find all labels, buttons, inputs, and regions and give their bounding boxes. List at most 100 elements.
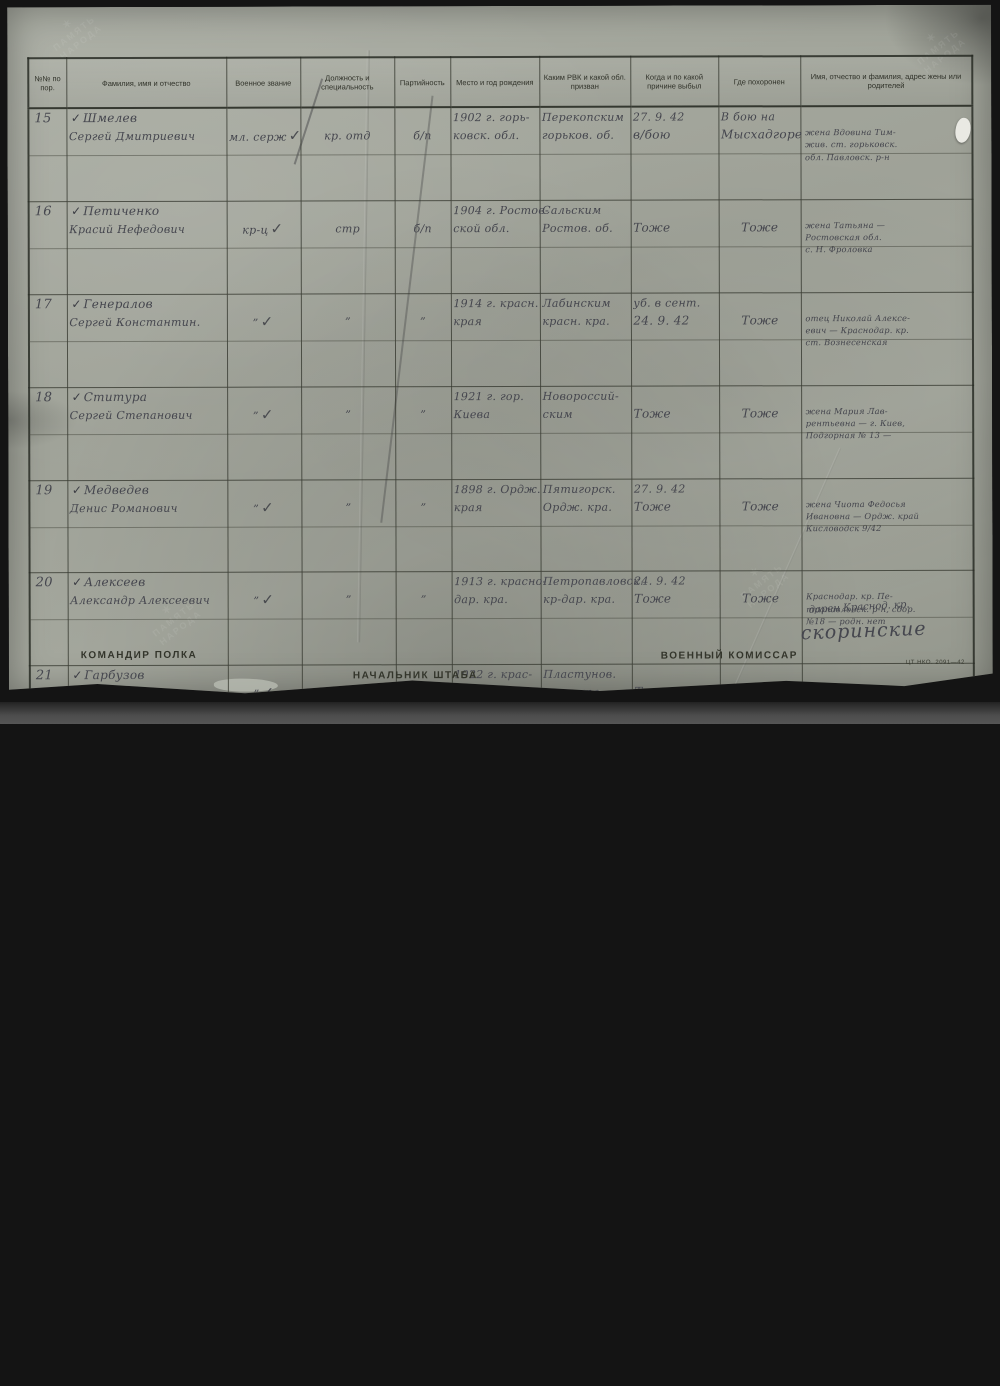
table-row: 25 ✓ Остригцев Семен Алексеевич ” ✓ ” ” 19… xyxy=(31,1011,975,1106)
family-address-text: Тоже Бжанским р-н, с. Бастедус — xyxy=(807,938,885,974)
cell-loss: Тоже xyxy=(633,1290,721,1384)
checkmark-icon: ✓ xyxy=(261,857,275,876)
cell-loss: Тоже xyxy=(633,1197,721,1290)
col-header-name: Фамилия, имя и отчество xyxy=(66,58,226,108)
surname: Макогон xyxy=(86,1293,144,1309)
col-header-party: Партийность xyxy=(394,57,450,107)
cell-rvk: Лабинским красн. кра. xyxy=(540,293,631,386)
cell-rvk: Абинским красн. кра. xyxy=(541,838,632,919)
cell-loss: Тоже xyxy=(632,838,720,919)
loss-line2: Тоже xyxy=(634,592,672,607)
cell-loss: Тоже xyxy=(632,918,720,1011)
loss-line2: Тоже xyxy=(635,938,673,954)
cell-position: ” xyxy=(302,758,396,839)
cell-rank: кр-ц ✓ xyxy=(227,201,301,294)
cell-birth: 1905 г. то- же xyxy=(453,1197,542,1290)
loss-line1: 24. 9. 42 xyxy=(634,574,686,589)
given-name: Красий Нефедович xyxy=(69,222,186,237)
rvk-line1: Шоситовск. xyxy=(544,1200,620,1214)
rvk-line2: Тоже xyxy=(543,779,578,793)
birth-line2: ской обл. xyxy=(453,221,510,236)
family-address-text: Тоже — №18 «мин- ча» — xyxy=(806,777,895,800)
cell-number: 22 xyxy=(30,759,68,840)
cell-burial: Тоже xyxy=(721,1011,803,1104)
cell-rvk: Сталинск. красн. кра. xyxy=(542,1104,633,1197)
checkmark-icon: ✓ xyxy=(262,938,275,957)
rank-value: ” xyxy=(255,1220,261,1234)
cell-number: 19 xyxy=(29,480,67,573)
cell-number: 17 xyxy=(29,294,67,387)
cell-position: ” xyxy=(302,572,396,665)
cell-number: 25 xyxy=(31,1013,69,1106)
table-row: 23 ✓ Ильин Владимир Семенович ” ✓ ” ” 1924… xyxy=(30,837,974,920)
cell-position: ” xyxy=(303,1291,397,1385)
rvk-line1: Сальским xyxy=(542,203,602,217)
checkmark-icon: ✓ xyxy=(260,312,274,331)
rvk-line1: Сталинск. xyxy=(544,1107,611,1122)
party-value: ” xyxy=(420,500,427,514)
rvk-line1: Пятигорск. xyxy=(542,482,616,496)
checkmark-icon: ✓ xyxy=(72,668,83,683)
cell-name: ✓ Даньшин Иван Петрович xyxy=(68,758,228,839)
burial-line2: Тоже xyxy=(741,220,779,235)
cell-birth: 1904 г. Ви- ницк. обл. xyxy=(453,1012,542,1105)
cell-number: 15 xyxy=(28,108,66,201)
party-value: ” xyxy=(422,1126,429,1140)
cell-rvk: Пластунов. красн. кра. xyxy=(542,1290,633,1384)
birth-line2: дар. кра. xyxy=(454,593,509,607)
cell-loss: Тоже xyxy=(633,1011,721,1104)
cell-position: ” xyxy=(301,294,395,387)
rank-value: ” xyxy=(252,316,259,330)
party-value: б/п xyxy=(413,129,432,143)
cell-rvk: Петропавловск. кр-дар. кра. xyxy=(541,572,632,665)
cell-position: стр xyxy=(301,201,395,294)
loss-line1: 27. 9. 42 xyxy=(632,110,685,124)
rvk-line1: Пластунов. xyxy=(543,668,617,682)
cell-name: ✓ Шаповалов Василий Иванович xyxy=(68,920,228,1013)
loss-line2: Тоже xyxy=(633,220,671,235)
birth-line2: края xyxy=(453,500,483,514)
cell-rank: ” ✓ xyxy=(228,758,302,839)
cell-birth: 1912 г. красн- дар. края xyxy=(452,919,541,1012)
table-row: 28 ✓ Макогон Федор Иванович ” ✓ ” ” 1907 г… xyxy=(31,1289,975,1385)
position-value: ” xyxy=(345,500,352,514)
cell-rvk: Бжедуховск. красн. кра. xyxy=(541,919,632,1012)
cell-name: ✓ Шмелев Сергей Дмитриевич xyxy=(66,108,226,202)
rank-value: ” xyxy=(254,1127,261,1141)
burial-line2: Тоже xyxy=(743,1031,781,1046)
birth-line1: 1922 г. крас- xyxy=(454,761,533,775)
rank-value: ” xyxy=(253,687,260,701)
cell-birth: 1898 г. Ордж. края xyxy=(451,479,540,572)
cell-loss: 27. 9. 42 Тоже xyxy=(633,1104,721,1197)
cell-rank: ” ✓ xyxy=(228,919,302,1012)
cell-number: 18 xyxy=(29,387,67,480)
cell-family-address: Тоже Бжанским р-н, с. Бастедус — xyxy=(802,918,974,1011)
cell-loss: Тоже xyxy=(631,386,719,479)
cell-burial: Тоже xyxy=(721,1104,803,1197)
family-address-text: жена Татьяна — Ростовская обл. с. Н. Фро… xyxy=(805,219,886,255)
col-header-number: №№ по пор. xyxy=(28,58,66,108)
table-row: 24 ✓ Шаповалов Василий Иванович ” ✓ ” ” 19… xyxy=(30,918,974,1013)
cell-number: 16 xyxy=(29,202,67,295)
birth-line2: дар. края xyxy=(455,940,513,954)
position-value: ” xyxy=(345,686,352,700)
given-name: Федей Ильич xyxy=(71,1220,152,1234)
cell-loss: 27. 9. 42 в/бою xyxy=(630,106,718,200)
cell-birth: 1913 г. красно- дар. кра. xyxy=(452,572,541,665)
rvk-line2: красн. кра. xyxy=(543,859,612,873)
position-value: ” xyxy=(346,1033,353,1047)
cell-loss: Тоже xyxy=(631,200,719,293)
loss-line2: Тоже xyxy=(634,777,672,792)
surname: Шаповалов xyxy=(85,922,160,937)
birth-line2: Киева xyxy=(453,407,491,421)
rank-value: ” xyxy=(254,1034,261,1048)
handwritten-signature: скоринские xyxy=(800,617,927,645)
cell-burial: Тоже xyxy=(720,757,802,838)
rvk-line1: Бобровск. xyxy=(544,1015,605,1029)
cell-rvk: Тоже xyxy=(541,757,632,838)
cell-burial: Тоже xyxy=(719,385,801,478)
cell-burial: Тоже xyxy=(721,1197,803,1290)
cell-burial: Тоже xyxy=(720,918,802,1011)
rank-value: ” xyxy=(253,780,260,794)
burial-line1: В бою на xyxy=(720,110,776,124)
